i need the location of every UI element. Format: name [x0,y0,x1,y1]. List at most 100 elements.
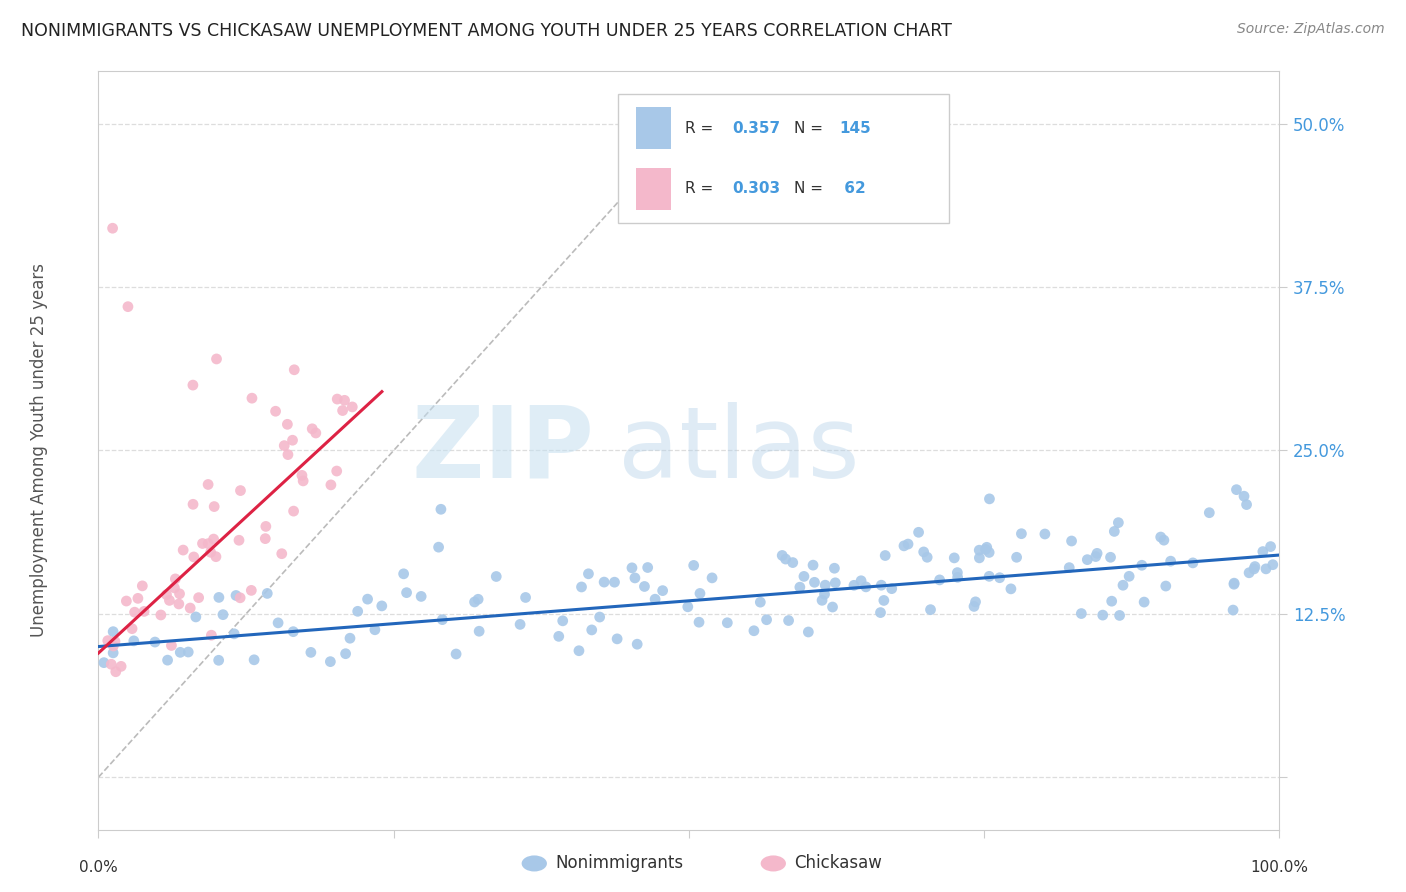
FancyBboxPatch shape [619,95,949,223]
Point [682,558,704,573]
Point [132,604,155,618]
Point [225,589,247,603]
Point [626,637,648,651]
Point [789,580,811,594]
Point [620,561,643,575]
Point [346,604,368,618]
Point [1112,578,1135,592]
Point [240,583,263,598]
Point [571,580,593,594]
Point [782,556,804,570]
Point [689,586,711,600]
Point [127,591,149,606]
Text: ZIP: ZIP [412,402,595,499]
Point [755,613,778,627]
Bar [636,168,671,210]
Point [163,581,186,595]
Point [803,575,825,590]
Text: Source: ZipAtlas.com: Source: ZipAtlas.com [1237,22,1385,37]
Point [775,552,797,566]
Point [1107,516,1129,530]
Point [277,448,299,462]
Point [243,653,266,667]
Point [283,363,305,377]
Point [1237,566,1260,580]
Point [339,631,361,645]
Point [1010,526,1032,541]
Point [823,561,845,575]
Point [254,519,277,533]
Point [335,647,357,661]
Point [155,588,177,602]
Point [124,605,146,619]
Point [1101,594,1123,608]
Point [1251,544,1274,558]
Point [104,634,127,648]
Point [1000,582,1022,596]
Point [101,624,124,639]
Point [1076,552,1098,566]
Point [1099,550,1122,565]
Point [200,628,222,642]
Text: 0.303: 0.303 [733,181,780,196]
Point [770,549,793,563]
Point [1085,546,1108,560]
Point [392,566,415,581]
Point [1260,540,1282,554]
Point [979,545,1001,559]
Point [191,536,214,550]
Point [283,624,305,639]
Point [1084,549,1107,564]
Point [187,591,209,605]
Point [156,653,179,667]
Point [197,477,219,491]
Point [212,607,235,622]
Point [181,497,204,511]
Point [778,614,800,628]
Point [326,392,349,406]
Text: Chickasaw: Chickasaw [794,855,883,872]
Text: 62: 62 [839,181,866,196]
Point [283,504,305,518]
Point [1198,506,1220,520]
Point [814,578,837,592]
Point [897,537,920,551]
Point [965,595,987,609]
Point [292,474,315,488]
Point [1133,595,1156,609]
Point [1033,527,1056,541]
Point [1060,534,1083,549]
Point [430,502,453,516]
Point [371,599,394,613]
Point [200,545,222,559]
Point [122,633,145,648]
Point [149,607,172,622]
Point [813,587,835,601]
Point [1261,558,1284,572]
Point [969,550,991,565]
Point [869,606,891,620]
Point [873,593,896,607]
Point [1005,550,1028,565]
Point [893,539,915,553]
Point [205,549,228,564]
Point [240,391,263,405]
Point [208,653,231,667]
Point [603,575,626,590]
Point [976,541,998,555]
Point [276,417,298,432]
Text: NONIMMIGRANTS VS CHICKASAW UNEMPLOYMENT AMONG YOUTH UNDER 25 YEARS CORRELATION C: NONIMMIGRANTS VS CHICKASAW UNEMPLOYMENT … [21,22,952,40]
Point [356,592,378,607]
Point [159,593,181,607]
Point [1150,530,1173,544]
Point [160,639,183,653]
Point [1057,560,1080,574]
Point [224,627,246,641]
Point [202,532,225,546]
Text: atlas: atlas [619,402,859,499]
Point [509,617,531,632]
Text: Unemployment Among Youth under 25 years: Unemployment Among Youth under 25 years [31,263,48,638]
Point [880,582,903,596]
Point [912,545,935,559]
Point [578,566,600,581]
